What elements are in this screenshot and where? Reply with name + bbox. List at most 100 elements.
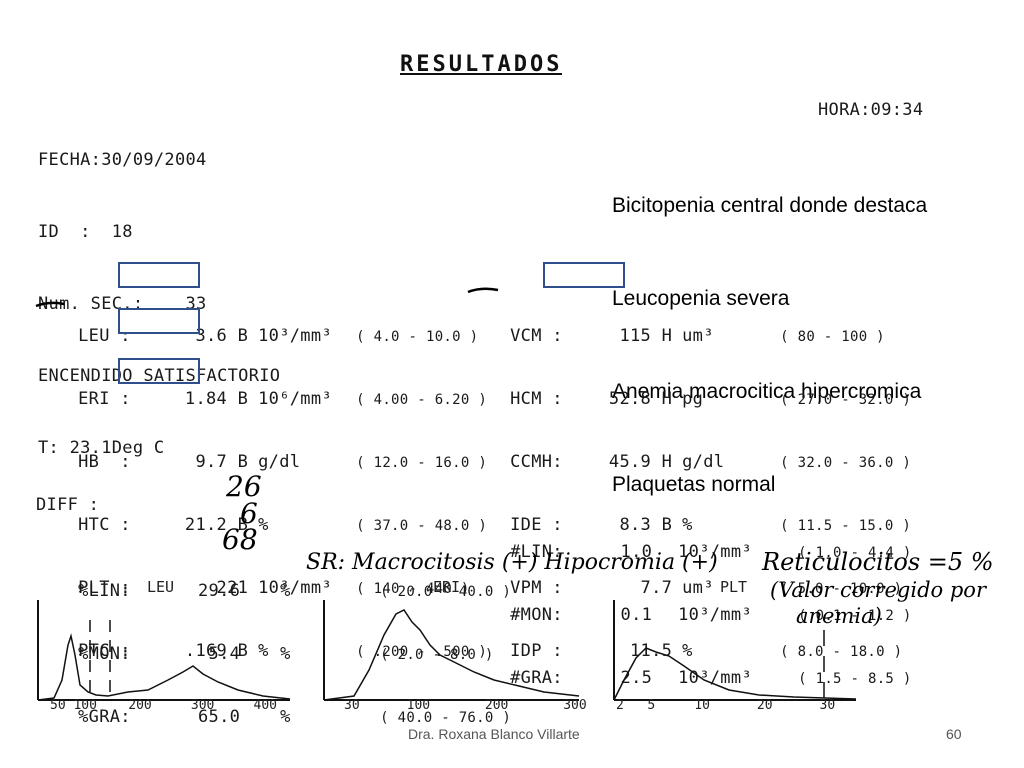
param-name: ERI : (78, 389, 131, 409)
param-range: ( 140 - 440 ) (356, 581, 470, 597)
param-row-leu: LEU : 3.6 B 10³/mm³ ( 4.0 - 10.0 ) (36, 302, 487, 346)
diff-range: ( 0.1 - 1.2 ) (798, 608, 912, 624)
param-range: ( 11.5 - 15.0 ) (780, 518, 912, 534)
param-unit: 10⁶/mm³ (258, 389, 332, 409)
diff-name: %MON: (78, 644, 131, 664)
encendido-text: ENCENDIDO SATISFACTORIO (38, 366, 281, 386)
diff-name: #GRA: (510, 668, 563, 688)
id-text: ID : 18 (38, 222, 133, 242)
param-row-hb: HB : 9.7 B g/dl ( 12.0 - 16.0 ) (36, 428, 487, 472)
highlight-box-plt (118, 358, 200, 384)
leu-ticks: 50 100 200 300 400 (50, 698, 277, 713)
diff-value: 5.4 (208, 644, 241, 664)
param-range: ( 27.0 - 32.0 ) (780, 392, 912, 408)
diff-range: ( 1.5 - 8.5 ) (798, 671, 912, 687)
histogram-plt (613, 600, 857, 701)
diff-unit: % (280, 707, 291, 727)
diff-row-gra: %GRA: 65.0% ( 40.0 - 76.0 ) (36, 683, 511, 727)
handwritten-retic-line3: anemia) (796, 604, 882, 628)
diff-label: DIFF : (36, 495, 100, 515)
tick-label: 10 (694, 698, 710, 713)
param-range: ( 37.0 - 48.0 ) (356, 518, 488, 534)
handwritten-retic-line1: Reticulocitos =5 % (762, 548, 994, 576)
tick-label: 20 (756, 698, 773, 713)
diff-left: DIFF : %LIN: 29.6% ( 20.0 - 40.0 ) %MON: 5.… (36, 454, 511, 727)
param-unit: % (682, 515, 693, 535)
param-value: 52.8 H (608, 389, 673, 409)
hora-text: HORA:09:34 (818, 100, 924, 120)
handwritten-mon: 6 (240, 497, 258, 530)
param-value: 221 (216, 578, 249, 598)
diff-unit: 10³/mm³ (678, 668, 752, 688)
param-row-hcm: HCM : 52.8 H pg ( 27.0 - 32.0 ) (468, 365, 911, 409)
note-line: Bicitopenia central donde destaca (612, 194, 928, 217)
param-name: PLT : (78, 578, 131, 598)
param-value: 3.6 B (195, 326, 249, 346)
diff-value: 29.6 (198, 581, 241, 601)
param-name: HTC : (78, 515, 131, 535)
param-row-ide: IDE : 8.3 B% ( 11.5 - 15.0 ) (468, 491, 911, 535)
diff-range: ( 40.0 - 76.0 ) (380, 710, 512, 726)
param-row-vcm: VCM : 115 H um³ ( 80 - 100 ) (468, 302, 911, 346)
param-name: VCM : (510, 326, 563, 346)
diff-row-abs-mon: #MON: 0.1 10³/mm³ ( 0.1 - 1.2 ) (468, 581, 912, 625)
diff-unit: 10³/mm³ (678, 542, 752, 562)
plt-ticks: 2 5 10 20 30 (616, 698, 835, 713)
tick-label: 5 (647, 698, 656, 713)
param-value: 21.2 B (184, 515, 249, 535)
param-value: 11.5 (630, 641, 673, 661)
param-value: 7.7 (640, 578, 673, 598)
vcm-underline-mark (467, 287, 499, 294)
highlight-box-hb (118, 308, 200, 334)
param-name: VPM : (510, 578, 563, 598)
param-value: 115 H (619, 326, 673, 346)
param-row-ccmh: CCMH: 45.9 H g/dl ( 32.0 - 36.0 ) (468, 428, 911, 472)
histogram-label-plt: PLT (720, 578, 748, 596)
param-range: ( 4.0 - 10.0 ) (356, 329, 479, 345)
diff-value: 0.1 (620, 605, 653, 625)
diff-unit: % (280, 581, 291, 601)
tick-label: 50 (50, 698, 66, 713)
diff-row-mon: %MON: 5.4% ( 2.0 - 8.0 ) (36, 620, 511, 664)
param-row-vpm: VPM : 7.7 um³ ( 5.0 - 10.0 ) (468, 554, 911, 598)
diff-range: ( 2.0 - 8.0 ) (380, 647, 494, 663)
diagnosis-note: Bicitopenia central donde destaca Leucop… (612, 128, 927, 531)
param-name: LEU : (78, 326, 131, 346)
param-unit: % (258, 515, 269, 535)
diff-name: #LIN: (510, 542, 563, 562)
param-unit: g/dl (258, 452, 301, 472)
param-unit: um³ (682, 578, 714, 598)
diff-value: 1.0 (620, 542, 653, 562)
fecha-text: FECHA:30/09/2004 (38, 150, 207, 170)
param-range: ( 8.0 - 18.0 ) (780, 644, 903, 660)
diff-name: %GRA: (78, 707, 131, 727)
param-unit: % (258, 641, 269, 661)
tick-label: 100 (406, 698, 431, 713)
left-parameters: LEU : 3.6 B 10³/mm³ ( 4.0 - 10.0 ) ERI : 1.8… (36, 262, 487, 661)
param-value: 9.7 B (195, 452, 249, 472)
param-name: CCMH: (510, 452, 563, 472)
param-name: HB : (78, 452, 131, 472)
param-value: 8.3 B (619, 515, 673, 535)
param-name: IDP : (510, 641, 563, 661)
histogram-label-leu: LEU (147, 578, 175, 596)
param-range: ( 5.0 - 10.0 ) (780, 581, 903, 597)
tick-label: 300 (563, 698, 587, 713)
histogram-leu (37, 600, 291, 701)
tick-label: 400 (253, 698, 278, 713)
tick-label: 100 (73, 698, 97, 713)
handwritten-sr-note: SR: Macrocitosis (+) Hipocromia (+) (306, 550, 718, 575)
param-row-htc: HTC : 21.2 B% ( 37.0 - 48.0 ) (36, 491, 487, 535)
param-value: 1.84 B (184, 389, 249, 409)
histogram-eri (323, 600, 580, 701)
param-unit: % (682, 641, 693, 661)
eri-underline-mark (35, 301, 65, 308)
param-range: ( 12.0 - 16.0 ) (356, 455, 488, 471)
diff-row-lin: %LIN: 29.6% ( 20.0 - 40.0 ) (36, 557, 511, 601)
param-row-eri: ERI : 1.84 B 10⁶/mm³ ( 4.00 - 6.20 ) (36, 365, 487, 409)
diff-range: ( 1.0 - 4.4 ) (798, 545, 912, 561)
note-line: Leucopenia severa (612, 287, 790, 310)
tick-label: 200 (128, 698, 152, 713)
diff-range: ( 20.0 - 40.0 ) (380, 584, 512, 600)
note-line: Plaquetas normal (612, 473, 776, 496)
